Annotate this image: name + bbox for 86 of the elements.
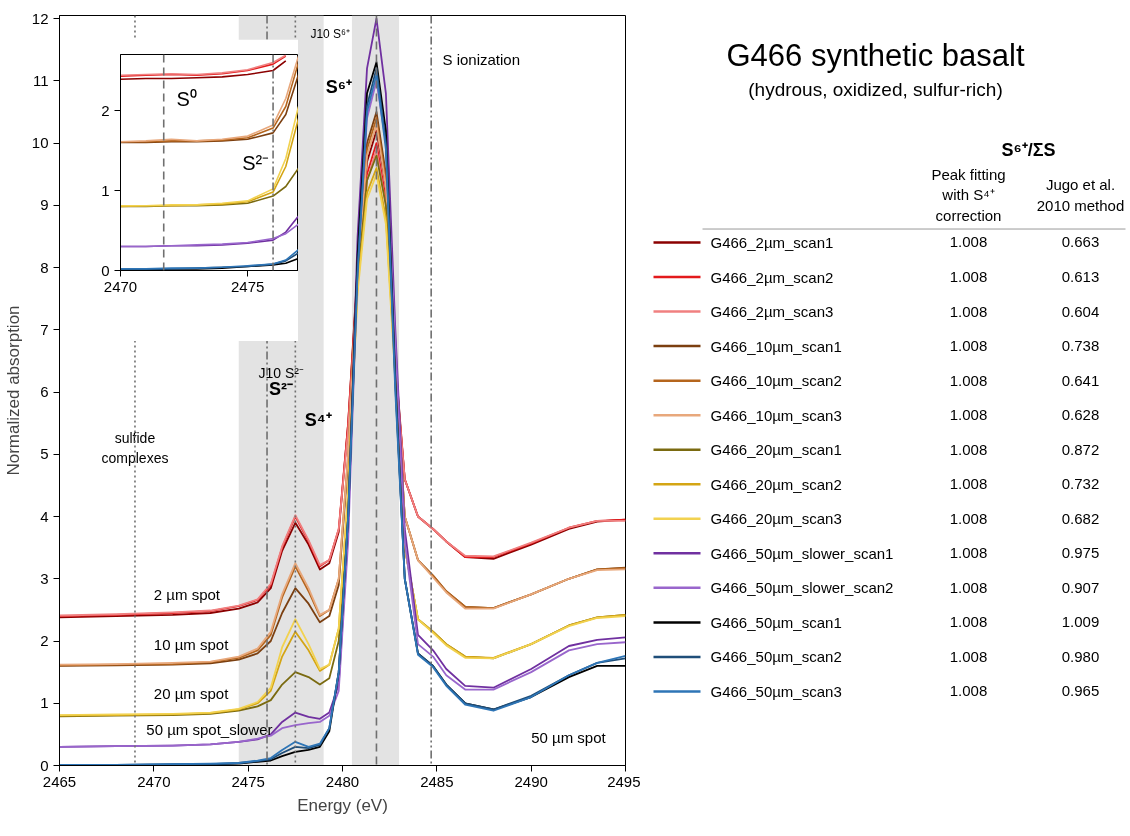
y-tick-label: 5: [40, 445, 49, 463]
annotation: 10 µm spot: [153, 635, 230, 653]
data-label: 1.008: [949, 337, 988, 355]
y-tick-label: 10: [31, 134, 49, 152]
category-label: G466_10µm_scan1: [710, 337, 842, 355]
ref-line-label: S²⁻: [242, 151, 270, 174]
data-label: 1.008: [949, 682, 988, 700]
text: Peak fitting with S⁴⁺ correction: [931, 166, 1006, 224]
y-tick-label: 2: [101, 101, 110, 119]
data-label: 0.682: [1061, 509, 1100, 527]
category-label: G466_2µm_scan2: [710, 268, 834, 286]
data-label: 1.008: [949, 544, 988, 562]
x-axis-title: Energy (eV): [297, 795, 388, 815]
category-label: G466_50µm_scan3: [710, 682, 842, 700]
category-label: G466_50µm_slower_scan1: [710, 544, 894, 562]
data-label: 0.872: [1061, 440, 1100, 458]
x-tick-label: 2485: [420, 772, 454, 790]
text: S⁶⁺/ΣS: [1001, 140, 1056, 161]
y-tick-label: 6: [40, 383, 49, 401]
y-tick-label: 1: [40, 694, 49, 712]
category-label: G466_10µm_scan2: [710, 372, 842, 390]
x-tick-label: 2495: [607, 772, 641, 790]
data-label: 1.008: [949, 509, 988, 527]
ref-line-label: S⁴⁺: [304, 410, 332, 431]
y-tick-label: 0: [40, 756, 49, 774]
data-label: 0.641: [1061, 371, 1100, 389]
data-label: 0.613: [1061, 268, 1100, 286]
category-label: G466_20µm_scan2: [710, 475, 842, 493]
y-tick-label: 12: [31, 9, 49, 27]
y-tick-label: 2: [40, 632, 49, 650]
data-label: 0.628: [1061, 406, 1100, 424]
data-label: 0.965: [1061, 682, 1100, 700]
annotation: 20 µm spot: [153, 685, 230, 703]
annotation: 50 µm spot_slower: [146, 720, 273, 738]
data-label: 1.008: [949, 475, 988, 493]
category-label: G466_2µm_scan1: [710, 233, 834, 251]
band-label: J10 S⁶⁺: [310, 27, 351, 42]
data-label: 1.008: [949, 268, 988, 286]
ref-line-label: S ionization: [442, 50, 521, 68]
category-label: G466_20µm_scan3: [710, 510, 842, 528]
data-label: 0.732: [1061, 475, 1100, 493]
annotation: 2 µm spot: [153, 585, 221, 603]
y-tick-label: 0: [101, 261, 110, 279]
x-tick-label: 2475: [230, 277, 265, 295]
data-label: 1.009: [1061, 613, 1100, 631]
data-label: 0.907: [1061, 578, 1100, 596]
category-label: G466_50µm_scan1: [710, 613, 842, 631]
y-tick-label: 3: [40, 569, 49, 587]
y-tick-label: 4: [40, 507, 49, 525]
category-label: G466_50µm_slower_scan2: [710, 579, 894, 597]
text: G466 synthetic basalt: [726, 38, 1025, 74]
y-tick-label: 7: [40, 320, 49, 338]
data-label: 1.008: [949, 371, 988, 389]
data-label: 1.008: [949, 406, 988, 424]
data-label: 0.738: [1061, 337, 1100, 355]
y-tick-label: 11: [32, 71, 49, 89]
y-tick-label: 9: [40, 196, 49, 214]
x-tick-label: 2480: [325, 772, 360, 790]
text: (hydrous, oxidized, sulfur-rich): [748, 79, 1003, 101]
data-label: 1.008: [949, 613, 988, 631]
category-label: G466_50µm_scan2: [710, 648, 842, 666]
data-label: 0.663: [1061, 233, 1100, 251]
category-label: G466_10µm_scan3: [710, 406, 842, 424]
data-label: 1.008: [949, 302, 988, 320]
y-axis-title: Normalized absorption: [3, 305, 23, 476]
data-label: 0.604: [1061, 302, 1100, 320]
y-tick-label: 1: [101, 181, 110, 199]
category-label: G466_2µm_scan3: [710, 303, 834, 321]
data-label: 1.008: [949, 647, 988, 665]
text: Jugo et al. 2010 method: [1036, 176, 1125, 214]
y-tick-label: 8: [40, 258, 49, 276]
data-label: 0.975: [1061, 544, 1100, 562]
ref-line-label: sulfide complexes: [101, 430, 169, 466]
data-label: 1.008: [949, 233, 988, 251]
x-tick-label: 2490: [514, 772, 548, 790]
annotation: 50 µm spot: [531, 728, 607, 746]
x-tick-label: 2465: [42, 772, 77, 790]
category-label: G466_20µm_scan1: [710, 441, 842, 459]
x-tick-label: 2470: [103, 277, 138, 295]
data-label: 1.008: [949, 578, 988, 596]
x-tick-label: 2470: [137, 772, 171, 790]
x-tick-label: 2475: [231, 772, 265, 790]
ref-line-label: S⁶⁺: [325, 77, 352, 98]
data-label: 1.008: [949, 440, 988, 458]
ref-line-label: S⁰: [176, 87, 197, 110]
data-label: 0.980: [1061, 647, 1100, 665]
